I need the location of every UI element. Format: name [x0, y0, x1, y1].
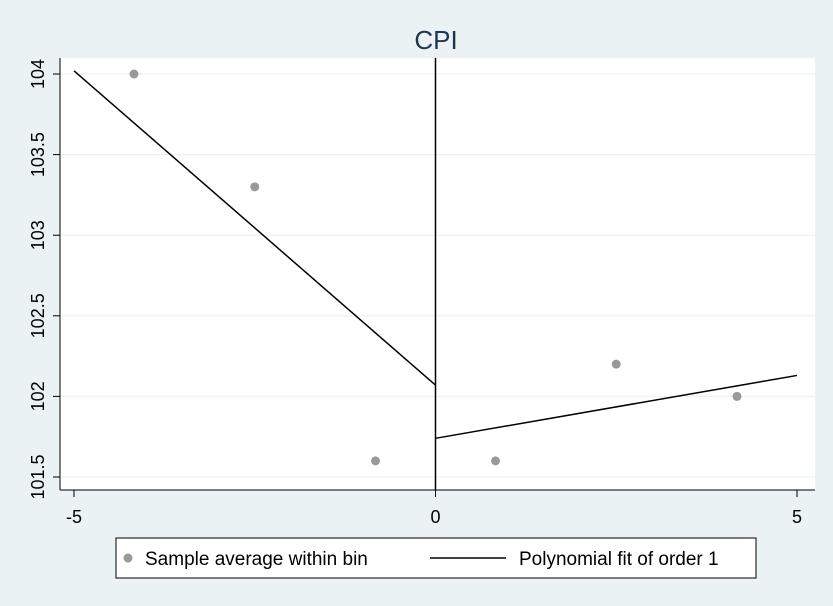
fit-line-segment-left — [73, 70, 436, 386]
scatter-point-4 — [611, 359, 621, 369]
fit-lines — [73, 70, 798, 440]
scatter-point-3 — [491, 456, 501, 466]
scatter-point-5 — [732, 391, 742, 401]
chart-title: CPI — [414, 25, 457, 55]
x-tick-label-0: -5 — [66, 507, 82, 527]
y-tick-label-4: 103.5 — [28, 132, 48, 177]
y-tick-label-2: 102.5 — [28, 293, 48, 338]
fit-line-segment-right — [435, 374, 798, 440]
legend: Sample average within bin Polynomial fit… — [115, 537, 757, 579]
grid-lines — [60, 73, 815, 478]
axes: -5 0 5 101.5 102 102.5 103 103.5 104 — [28, 58, 815, 527]
y-tick-label-0: 101.5 — [28, 454, 48, 499]
legend-marker-scatter — [123, 553, 133, 563]
scatter-point-2 — [370, 456, 380, 466]
plot-area — [60, 58, 815, 490]
legend-label-scatter: Sample average within bin — [145, 549, 368, 570]
x-tick-label-1: 0 — [430, 507, 440, 527]
y-tick-label-3: 103 — [28, 220, 48, 250]
scatter-point-1 — [250, 182, 260, 192]
legend-label-fit: Polynomial fit of order 1 — [519, 549, 719, 570]
scatter-point-0 — [129, 69, 139, 79]
y-tick-label-1: 102 — [28, 381, 48, 411]
x-tick-label-2: 5 — [792, 507, 802, 527]
y-tick-label-5: 104 — [28, 59, 48, 89]
scatter-points — [129, 69, 742, 466]
